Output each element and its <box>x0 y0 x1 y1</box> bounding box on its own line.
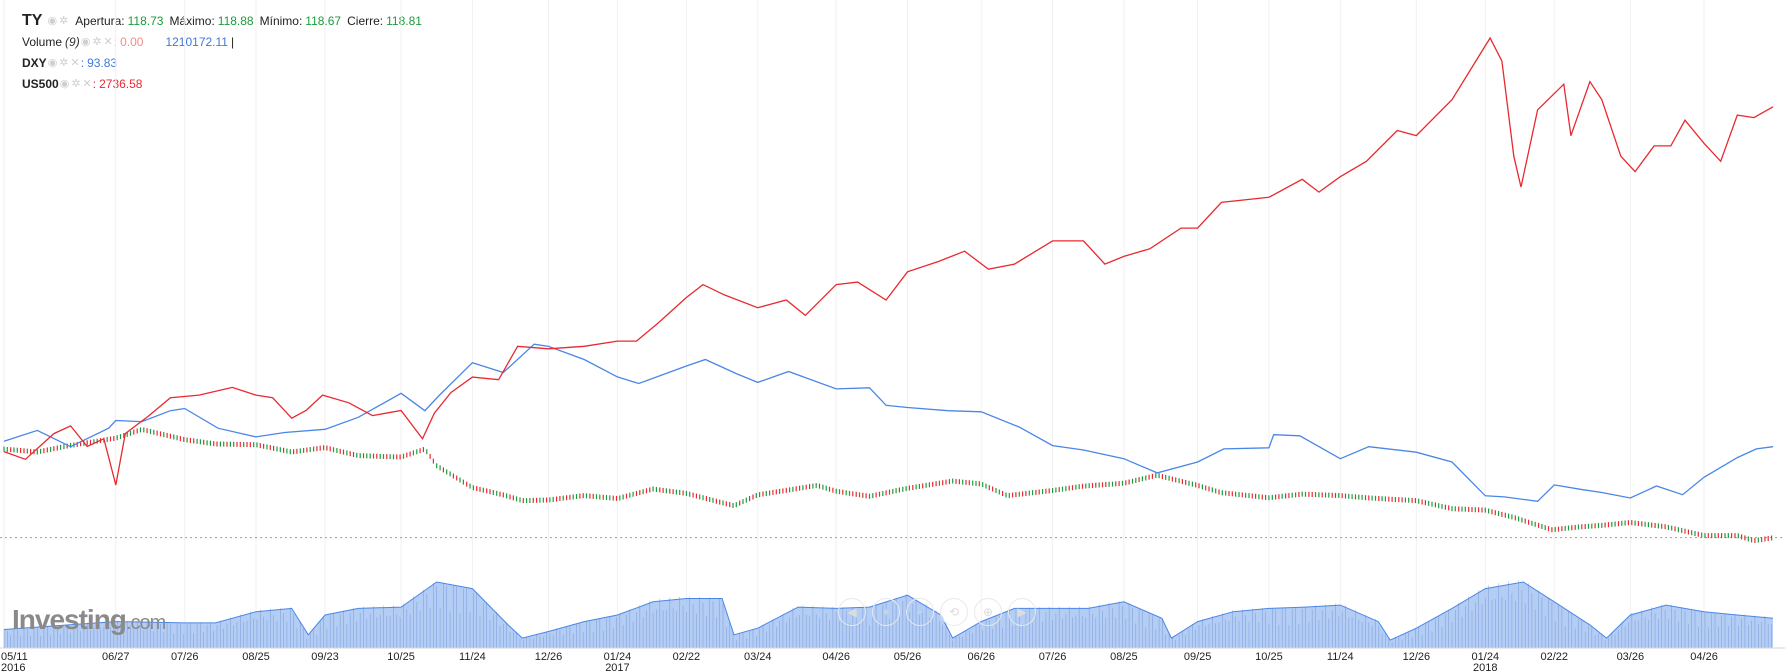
low-label: Mínimo: <box>259 13 303 28</box>
x-tick-label: 10/25 <box>387 651 415 663</box>
x-tick-label: 08/25 <box>242 651 270 663</box>
volume-period: (9) <box>65 34 80 49</box>
close-icon[interactable]: ✕ <box>82 78 92 90</box>
scroll-right-icon[interactable]: ▶ <box>1008 598 1036 626</box>
high-label: Máximo: <box>169 13 215 28</box>
x-tick-label: 03/24 <box>744 651 772 663</box>
scroll-left-icon[interactable]: ◀ <box>838 598 866 626</box>
volume-ma-value: 1210172.11 <box>165 34 228 49</box>
x-tick-label: 12/26 <box>1403 651 1431 663</box>
eye-icon[interactable]: ◉ <box>47 57 58 69</box>
navigation-tools: ◀ + − ⟲ ⊕ ▶ <box>838 598 1036 626</box>
x-tick-label: 01/24 <box>604 651 632 663</box>
legend-dxy-row: DXY ◉ ✲ ✕ : 93.83 <box>22 55 118 70</box>
us500-label[interactable]: US500 <box>22 76 59 91</box>
settings-icon[interactable]: ✲ <box>59 15 69 27</box>
investing-watermark: Investing.com <box>12 604 166 636</box>
x-tick-label: 02/22 <box>673 651 701 663</box>
x-year-label: 2016 <box>1 662 25 671</box>
watermark-suffix: .com <box>125 612 166 634</box>
x-tick-label: 07/26 <box>1039 651 1067 663</box>
us500-value: 2736.58 <box>99 76 143 91</box>
x-year-label: 2018 <box>1473 662 1497 671</box>
close-icon[interactable]: ✕ <box>103 36 113 48</box>
x-tick-label: 11/24 <box>459 651 486 663</box>
x-tick-label: 08/25 <box>1110 651 1138 663</box>
x-tick-label: 11/24 <box>1327 651 1354 663</box>
volume-value: 0.00 <box>120 34 144 49</box>
x-tick-label: 06/27 <box>102 651 130 663</box>
main-symbol[interactable]: TY <box>22 11 43 29</box>
eye-icon[interactable]: ◉ <box>80 36 91 48</box>
overlay-lines <box>3 36 1774 502</box>
high-value: 118.88 <box>217 13 254 28</box>
volume-label[interactable]: Volume <box>22 34 63 49</box>
x-tick-label: 05/26 <box>894 651 922 663</box>
settings-icon[interactable]: ✲ <box>92 36 102 48</box>
x-tick-label: 04/26 <box>822 651 850 663</box>
dxy-label[interactable]: DXY <box>22 55 47 70</box>
x-tick-label: 05/11 <box>1 651 28 663</box>
watermark-brand: Investing <box>12 604 127 635</box>
eye-icon[interactable]: ◉ <box>59 78 70 90</box>
chart-legend: TY ◉ ✲ Apertura: 118.73 Máximo: 118.88 M… <box>22 10 422 94</box>
open-value: 118.73 <box>127 13 164 28</box>
x-tick-label: 10/25 <box>1255 651 1283 663</box>
x-tick-label: 09/25 <box>1184 651 1212 663</box>
us500-line <box>3 36 1774 486</box>
settings-icon[interactable]: ✲ <box>71 78 81 90</box>
zoom-out-icon[interactable]: − <box>906 598 934 626</box>
x-tick-label: 06/26 <box>967 651 995 663</box>
dxy-value: 93.83 <box>87 55 118 70</box>
settings-icon[interactable]: ✲ <box>59 57 69 69</box>
x-axis: 05/11 06/27 07/26 08/25 09/23 10/25 11/24 12/26… <box>0 647 1785 671</box>
dxy-line <box>3 343 1774 502</box>
x-tick-label: 04/26 <box>1690 651 1718 663</box>
x-tick-label: 12/26 <box>535 651 563 663</box>
low-value: 118.67 <box>305 13 342 28</box>
x-tick-label: 07/26 <box>171 651 199 663</box>
x-tick-label: 02/22 <box>1540 651 1568 663</box>
reset-icon[interactable]: ⟲ <box>940 598 968 626</box>
legend-us500-row: US500 ◉ ✲ ✕ : 2736.58 <box>22 76 143 91</box>
x-tick-label: 03/26 <box>1617 651 1645 663</box>
open-label: Apertura: <box>75 13 125 28</box>
zoom-in-icon[interactable]: + <box>872 598 900 626</box>
legend-main-row: TY ◉ ✲ Apertura: 118.73 Máximo: 118.88 M… <box>22 10 422 31</box>
chart-grid <box>3 0 1705 648</box>
close-label: Cierre: <box>347 13 384 28</box>
ty-candles <box>3 427 1773 543</box>
eye-icon[interactable]: ◉ <box>47 15 58 27</box>
x-tick-label: 09/23 <box>311 651 339 663</box>
zoom-icon[interactable]: ⊕ <box>974 598 1002 626</box>
close-value: 118.81 <box>386 13 422 28</box>
x-tick-label: 01/24 <box>1472 651 1500 663</box>
x-year-label: 2017 <box>605 662 629 671</box>
close-icon[interactable]: ✕ <box>70 57 80 69</box>
